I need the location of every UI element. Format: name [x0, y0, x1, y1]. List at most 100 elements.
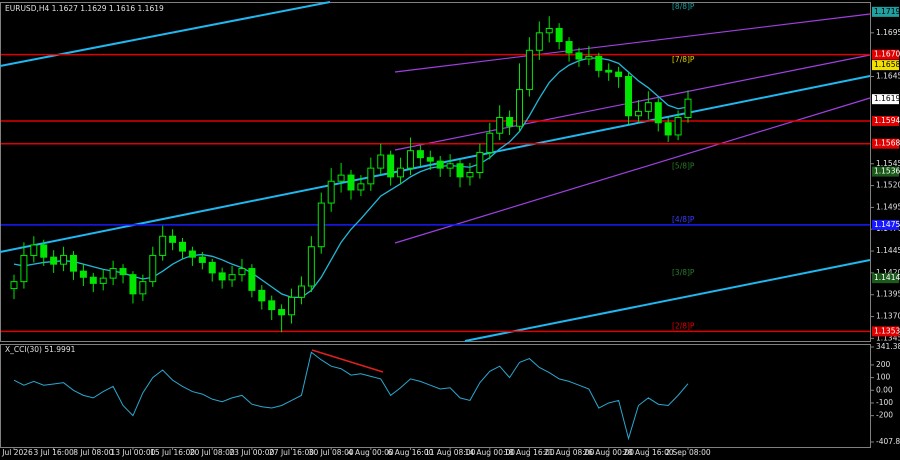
candle-body — [268, 300, 276, 311]
x-tick-label: 27 Jul 16:00 — [269, 448, 314, 457]
x-tick-label: 20 Jul 08:00 — [190, 448, 235, 457]
candle-body — [367, 167, 375, 185]
x-tick-label: 21 Aug 08:00 — [544, 448, 595, 457]
candle-body — [406, 150, 414, 169]
price-box-label: 1.1594 — [874, 116, 900, 125]
price-box — [872, 138, 899, 149]
candle-body — [466, 172, 474, 178]
cci-tick-label: -200 — [876, 411, 893, 420]
candle-body — [674, 116, 682, 136]
candle-body — [20, 254, 28, 283]
candle-body — [109, 268, 117, 279]
candle-body — [30, 244, 38, 256]
y-tick-label: 1.1395 — [876, 290, 900, 299]
cci-tick-label: 100 — [876, 373, 891, 382]
x-tick-label: 18 Aug 16:00 — [504, 448, 555, 457]
candle-body — [644, 102, 652, 112]
candle-body — [238, 268, 246, 276]
cci-tick-label: -100 — [876, 398, 893, 407]
candle-body — [634, 110, 642, 117]
x-tick-label: 23 Jul 00:00 — [229, 448, 274, 457]
candle-body — [625, 75, 633, 117]
cci-tick-label: 0.00 — [876, 385, 893, 394]
candle-body — [436, 160, 444, 169]
candle-body — [585, 55, 593, 60]
candle-body — [535, 32, 543, 51]
candle-body — [208, 261, 216, 274]
candle-body — [595, 55, 603, 71]
x-tick-label: 13 Jul 00:00 — [110, 448, 155, 457]
price-box — [872, 49, 899, 60]
price-box-label: 1.1670 — [874, 50, 900, 59]
candle-body — [10, 281, 18, 290]
candle-body — [278, 309, 286, 316]
candle-body — [615, 71, 623, 77]
candle-body — [555, 27, 563, 43]
x-tick-label: 6 Aug 16:00 — [388, 448, 434, 457]
candle-body — [357, 183, 365, 191]
price-box — [872, 94, 899, 105]
price-box-label: 1.1353 — [874, 326, 900, 335]
candle-body — [456, 163, 464, 178]
candle-body — [347, 174, 355, 191]
x-tick-label: 4 Aug 00:00 — [348, 448, 394, 457]
chart-title: EURUSD,H4 1.1627 1.1629 1.1616 1.1619 — [5, 4, 164, 13]
candle-body — [664, 122, 672, 136]
candle-body — [159, 235, 167, 256]
candle-body — [99, 277, 107, 284]
price-box-label: 1.1719 — [874, 7, 900, 16]
candle-body — [139, 281, 147, 295]
candle-body — [218, 272, 226, 281]
candle-body — [307, 246, 315, 287]
y-tick-label: 1.1345 — [876, 333, 900, 342]
price-box-label: 1.1475 — [874, 220, 900, 229]
x-tick-label: 30 Jul 08:00 — [309, 448, 354, 457]
price-box-label: 1.1536 — [874, 167, 900, 176]
price-box-label: 1.1619 — [874, 94, 900, 103]
candle-body — [377, 154, 385, 169]
candle-body — [69, 254, 77, 272]
candle-body — [288, 296, 296, 316]
price-box-label: 1.1568 — [874, 139, 900, 148]
price-box — [872, 326, 899, 337]
candle-body — [129, 274, 137, 295]
candle-body — [496, 116, 504, 134]
x-tick-label: 11 Aug 08:00 — [425, 448, 476, 457]
price-box-label: 1.1658 — [874, 60, 900, 69]
channel-line — [394, 97, 871, 244]
candle-body — [516, 89, 523, 127]
trendline — [464, 259, 871, 342]
cci-line — [13, 351, 689, 441]
price-box — [872, 166, 899, 177]
y-tick-label: 1.1645 — [876, 71, 900, 80]
y-tick-label: 1.1445 — [876, 246, 900, 255]
x-tick-label: 26 Aug 00:00 — [583, 448, 634, 457]
murray-label: [5/8]P — [672, 162, 695, 171]
cci-tick-label: 200 — [876, 360, 891, 369]
candle-body — [297, 285, 305, 298]
y-tick-label: 1.1695 — [876, 28, 900, 37]
candle-body — [416, 150, 424, 159]
candle-body — [89, 276, 97, 284]
price-box — [872, 219, 899, 230]
candle-body — [387, 154, 395, 178]
price-panel — [0, 2, 871, 342]
price-box — [872, 115, 899, 126]
candle-body — [188, 250, 196, 258]
murray-label: [8/8]P — [672, 2, 695, 11]
y-tick-label: 1.1520 — [876, 181, 900, 190]
murray-label: [7/8]P — [672, 55, 695, 64]
candle-body — [476, 151, 484, 174]
price-box — [872, 273, 899, 284]
murray-label: [2/8]P — [672, 321, 695, 330]
candle-body — [506, 116, 514, 127]
candle-body — [119, 268, 127, 276]
x-tick-label: 3 Jul 16:00 — [34, 448, 74, 457]
candle-body — [486, 132, 494, 153]
x-tick-label: 8 Jul 08:00 — [73, 448, 113, 457]
candle-body — [545, 27, 553, 34]
candle-body — [40, 244, 48, 258]
